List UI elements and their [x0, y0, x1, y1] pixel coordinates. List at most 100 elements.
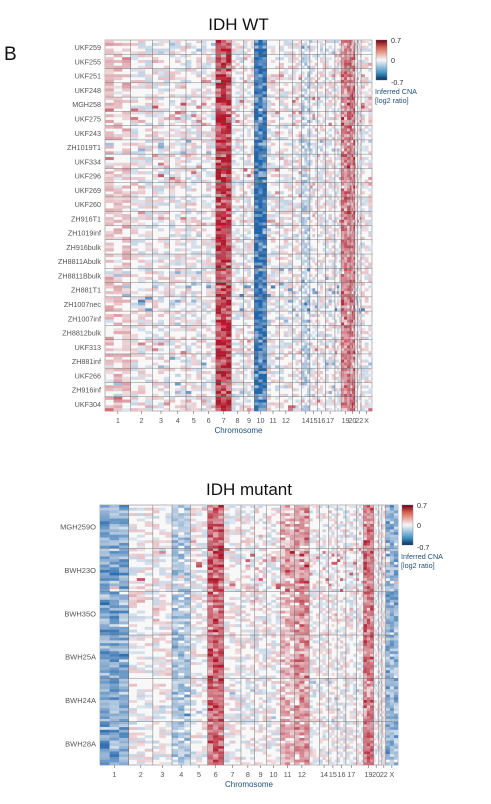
heatmap-cell [163, 342, 170, 346]
heatmap-cell [247, 119, 251, 123]
heatmap-cell [298, 211, 302, 215]
heatmap-cell [331, 68, 336, 72]
heatmap-cell [206, 182, 212, 186]
heatmap-cell [292, 77, 296, 81]
heatmap-cell [239, 205, 244, 209]
heatmap-cell [258, 262, 263, 266]
heatmap-cell [175, 174, 181, 178]
heatmap-cell [350, 353, 352, 357]
heatmap-cell [307, 208, 311, 212]
heatmap-cell [270, 285, 276, 289]
heatmap-cell [211, 74, 217, 78]
heatmap-cell [250, 148, 255, 152]
heatmap-cell [350, 174, 352, 178]
heatmap-cell [175, 205, 181, 209]
heatmap-cell [266, 131, 272, 135]
heatmap-cell [185, 262, 192, 266]
heatmap-cell [344, 157, 348, 161]
heatmap-cell [320, 234, 323, 238]
heatmap-cell [163, 65, 170, 69]
heatmap-cell [307, 311, 311, 315]
heatmap-cell [163, 185, 170, 189]
heatmap-cell [262, 59, 267, 64]
heatmap-cell [211, 356, 217, 360]
heatmap-cell [163, 162, 170, 166]
heatmap-cell [215, 99, 222, 103]
heatmap-cell [247, 77, 251, 81]
heatmap-cell [226, 285, 232, 289]
heatmap-cell [158, 308, 164, 312]
heatmap-cell [295, 254, 299, 258]
heatmap-cell [206, 65, 212, 69]
heatmap-cell [279, 57, 284, 61]
heatmap-cell [220, 251, 227, 255]
heatmap-cell [262, 345, 267, 349]
heatmap-cell [301, 339, 305, 343]
heatmap-cell [292, 219, 296, 223]
heatmap-cell [191, 362, 197, 366]
heatmap-cell [325, 302, 329, 306]
heatmap-cell [347, 248, 351, 252]
heatmap-cell [283, 159, 289, 163]
heatmap-cell [130, 68, 139, 72]
heatmap-cell [347, 305, 351, 309]
heatmap-cell [364, 202, 369, 206]
heatmap-cell [270, 219, 276, 223]
heatmap-cell [122, 271, 131, 275]
heatmap-cell [341, 117, 345, 121]
heatmap-cell [351, 148, 354, 152]
heatmap-cell [301, 331, 305, 335]
heatmap-cell [158, 339, 164, 343]
heatmap-cell [325, 82, 329, 86]
heatmap-cell [309, 40, 313, 44]
heatmap-cell [105, 59, 114, 64]
heatmap-cell [215, 77, 222, 81]
heatmap-cell [356, 102, 358, 106]
heatmap-cell [357, 274, 359, 278]
heatmap-cell [243, 168, 248, 172]
heatmap-cell [254, 154, 259, 158]
heatmap-cell [247, 54, 251, 58]
heatmap-cell [275, 302, 280, 306]
heatmap-cell [258, 276, 263, 280]
heatmap-cell [350, 128, 352, 132]
heatmap-cell [231, 65, 236, 69]
heatmap-cell [304, 268, 308, 272]
heatmap-cell [201, 82, 207, 86]
heatmap-cell [368, 97, 373, 101]
heatmap-cell [226, 199, 232, 203]
heatmap-cell [339, 279, 342, 283]
heatmap-cell [152, 174, 159, 178]
heatmap-cell [304, 308, 308, 312]
heatmap-cell [185, 42, 192, 46]
heatmap-cell [356, 319, 358, 323]
heatmap-cell [275, 222, 280, 226]
heatmap-cell [220, 365, 227, 369]
heatmap-cell [354, 208, 356, 212]
heatmap-cell [288, 128, 293, 132]
heatmap-cell [322, 57, 326, 61]
heatmap-cell [357, 111, 359, 115]
heatmap-cell [250, 293, 255, 298]
heatmap-cell [239, 119, 244, 123]
heatmap-cell [279, 196, 284, 201]
heatmap-cell [279, 339, 284, 343]
heatmap-cell [206, 251, 212, 255]
heatmap-cell [320, 291, 323, 295]
heatmap-cell [254, 182, 259, 186]
heatmap-cell [231, 311, 236, 315]
heatmap-cell [247, 325, 251, 329]
heatmap-cell [152, 102, 159, 106]
heatmap-cell [312, 276, 316, 280]
heatmap-cell [262, 348, 267, 352]
heatmap-cell [270, 45, 276, 49]
heatmap-cell [351, 122, 354, 126]
heatmap-cell [295, 336, 299, 340]
heatmap-cell [353, 111, 356, 115]
heatmap-cell [361, 122, 365, 126]
heatmap-cell [353, 97, 356, 101]
heatmap-cell [288, 328, 293, 332]
heatmap-cell [250, 188, 255, 192]
heatmap-cell [231, 42, 236, 46]
heatmap-cell [339, 199, 342, 203]
